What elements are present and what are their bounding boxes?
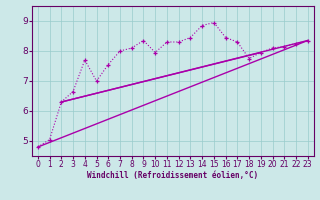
X-axis label: Windchill (Refroidissement éolien,°C): Windchill (Refroidissement éolien,°C) [87, 171, 258, 180]
